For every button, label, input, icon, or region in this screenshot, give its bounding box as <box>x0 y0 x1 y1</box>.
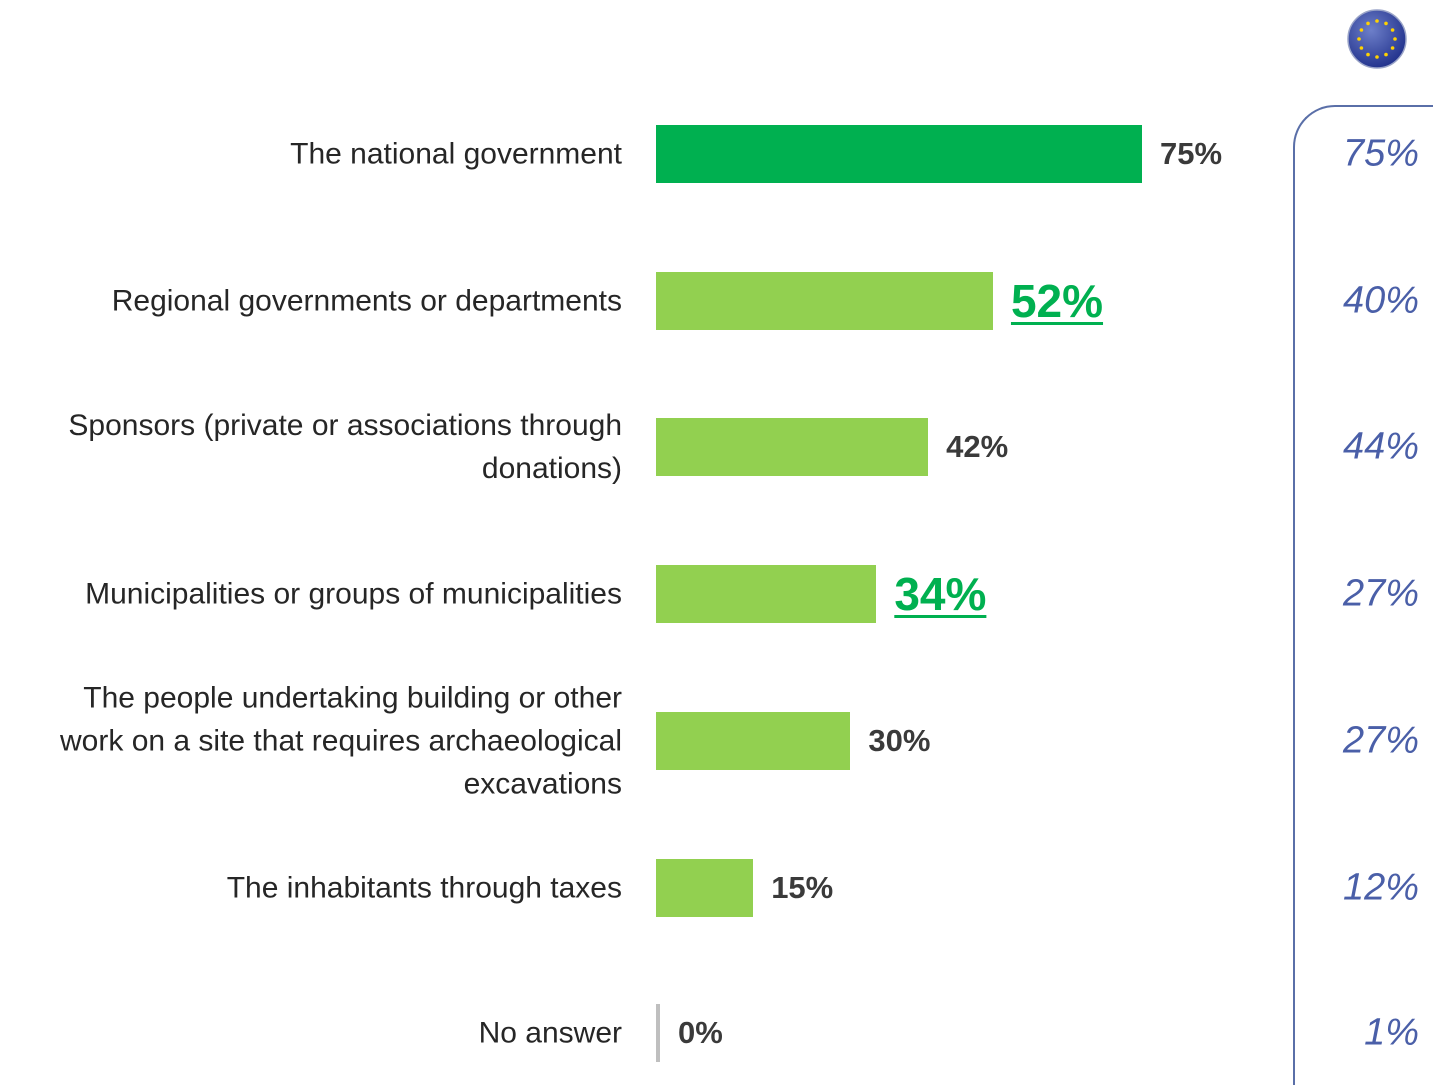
flag-star <box>1359 46 1364 50</box>
value-label: 52% <box>1010 275 1104 327</box>
bar <box>656 125 1142 183</box>
eu-value-label: 27% <box>1342 719 1419 762</box>
bar <box>656 859 754 917</box>
flag-star <box>1357 37 1361 41</box>
bar-chart: The national government 75% 75% Regional go… <box>60 9 1433 1085</box>
category-label: The national government <box>290 137 622 171</box>
eu-value-label: 27% <box>1342 572 1419 615</box>
value-label: 30% <box>868 723 931 758</box>
eu-flag-icon <box>1347 9 1407 69</box>
value-label: 15% <box>771 870 834 905</box>
flag-star <box>1366 21 1370 26</box>
category-label: The inhabitants through taxes <box>226 871 622 905</box>
flag-star <box>1366 52 1370 57</box>
flag-star <box>1384 21 1388 26</box>
value-label: 0% <box>678 1015 723 1050</box>
category-label: The people undertaking building or other… <box>60 681 622 801</box>
bar <box>656 565 877 623</box>
eu-average-panel <box>1293 105 1433 1085</box>
flag-star <box>1393 37 1397 41</box>
category-label: No answer <box>478 1016 622 1050</box>
flag-star <box>1384 52 1388 57</box>
value-label: 42% <box>946 429 1009 464</box>
category-label: Regional governments or departments <box>111 284 622 318</box>
flag-star <box>1359 28 1364 32</box>
flag-star <box>1390 46 1395 50</box>
bar <box>656 418 929 476</box>
category-label: Sponsors (private or associations throug… <box>68 409 622 485</box>
value-label: 75% <box>1160 136 1223 171</box>
bar <box>656 272 993 330</box>
bar <box>656 712 851 770</box>
bar <box>656 1004 660 1062</box>
eu-value-label: 75% <box>1342 132 1419 175</box>
eu-value-label: 12% <box>1342 866 1419 909</box>
eu-value-label: 44% <box>1342 425 1419 468</box>
value-label: 34% <box>894 568 987 620</box>
flag-star <box>1375 19 1379 23</box>
flag-star <box>1375 55 1379 59</box>
category-label: Municipalities or groups of municipaliti… <box>85 577 622 611</box>
flag-star <box>1390 28 1395 32</box>
eu-value-label: 40% <box>1342 279 1419 322</box>
eu-value-label: 1% <box>1364 1011 1419 1054</box>
